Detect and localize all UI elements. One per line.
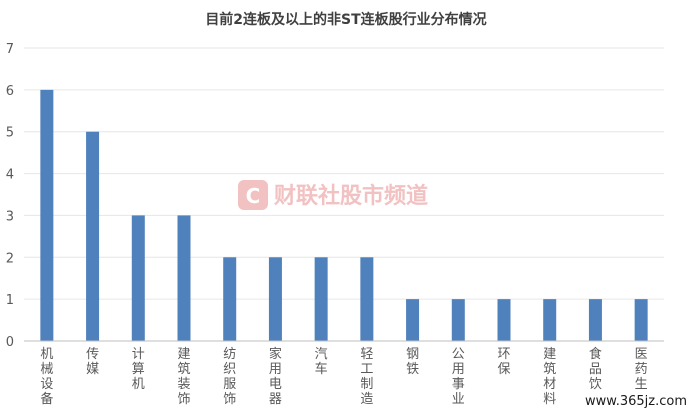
y-tick-label: 5 bbox=[6, 126, 14, 141]
x-tick-label: 传媒 bbox=[86, 347, 99, 377]
bar-10 bbox=[497, 299, 511, 341]
watermark-logo-icon bbox=[238, 180, 268, 210]
x-tick-label: 计算机 bbox=[132, 347, 145, 392]
bar-3 bbox=[177, 215, 191, 341]
gridlines bbox=[24, 47, 664, 300]
x-tick-label: 公用事业 bbox=[452, 347, 465, 407]
bar-13 bbox=[634, 299, 648, 341]
bar-7 bbox=[360, 257, 374, 341]
watermark-logo-letter: C bbox=[246, 184, 261, 208]
bar-8 bbox=[406, 299, 420, 341]
bar-2 bbox=[131, 215, 145, 341]
bar-0 bbox=[40, 89, 54, 341]
bar-9 bbox=[451, 299, 465, 341]
watermark: C 财联社股市频道 bbox=[238, 180, 428, 210]
bar-11 bbox=[543, 299, 557, 341]
y-tick-label: 6 bbox=[6, 84, 14, 99]
y-tick-label: 0 bbox=[6, 335, 14, 350]
y-axis-ticks: 0 1 2 3 4 5 6 7 bbox=[6, 42, 14, 350]
x-tick-label: 环保 bbox=[497, 347, 510, 377]
x-tick-label: 轻工制造 bbox=[360, 347, 373, 407]
x-tick-label: 机械设备 bbox=[40, 347, 53, 407]
watermark-text: 财联社股市频道 bbox=[274, 183, 428, 209]
bar-12 bbox=[588, 299, 602, 341]
chart-title: 目前2连板及以上的非ST连板股行业分布情况 bbox=[205, 11, 486, 28]
x-tick-label: 食品饮 bbox=[589, 346, 602, 392]
x-tick-label: 家用电器 bbox=[269, 346, 282, 407]
y-tick-label: 4 bbox=[6, 168, 14, 183]
bar-4 bbox=[223, 257, 237, 341]
x-axis-ticks: 机械设备 传媒 计算机 建筑装饰 纺织服饰 家用电器 汽车 轻工制造 钢铁 公用事业 环保 建筑材料 食… bbox=[40, 346, 647, 407]
x-tick-label: 建筑装饰 bbox=[177, 347, 190, 407]
bar-5 bbox=[268, 257, 282, 341]
x-tick-label: 纺织服饰 bbox=[223, 347, 236, 407]
y-tick-label: 7 bbox=[6, 42, 14, 57]
bar-6 bbox=[314, 257, 328, 341]
x-tick-label: 建筑材料 bbox=[543, 347, 556, 407]
y-tick-label: 2 bbox=[6, 251, 14, 266]
bars bbox=[40, 89, 648, 341]
y-tick-label: 1 bbox=[6, 293, 14, 308]
x-tick-label: 钢铁 bbox=[406, 347, 419, 377]
x-tick-label: 医药生 bbox=[635, 347, 648, 392]
x-tick-label: 汽车 bbox=[315, 347, 328, 377]
y-tick-label: 3 bbox=[6, 209, 14, 224]
site-watermark: www.365jz.com bbox=[585, 394, 687, 409]
bar-1 bbox=[86, 131, 100, 341]
